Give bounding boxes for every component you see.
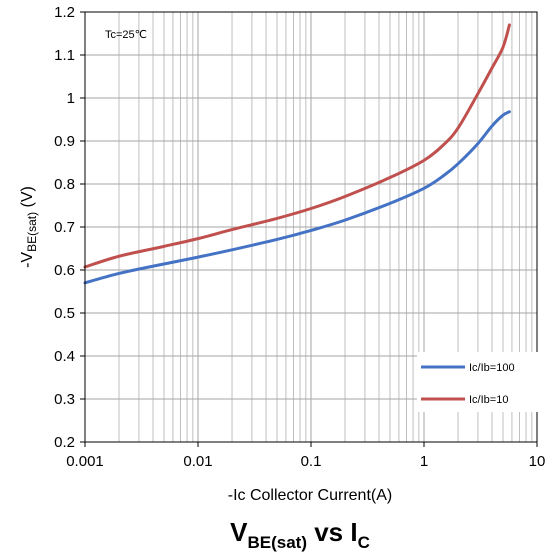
y-tick-label: 0.7: [54, 219, 75, 236]
y-tick-label: 0.5: [54, 305, 75, 322]
grid-layer: [85, 12, 537, 442]
x-tick-label: 10: [529, 453, 546, 470]
y-axis-label-unit: (V): [19, 186, 36, 212]
x-tick-label: 0.001: [66, 453, 104, 470]
tick-layer: 0.2 0.3 0.4 0.5 0.6 0.7 0.8 0.9 1 1.1 1.2 0.001 0.01…: [54, 4, 545, 470]
y-tick-label: 1: [67, 90, 75, 107]
y-tick-label: 0.9: [54, 133, 75, 150]
y-axis-label: -VBE(sat) (V): [19, 186, 39, 268]
y-tick-label: 1.2: [54, 4, 75, 21]
y-tick-label: 0.3: [54, 391, 75, 408]
x-tick-label: 0.01: [183, 453, 212, 470]
y-tick-label: 0.4: [54, 348, 75, 365]
y-axis-label-subscript: BE(sat): [25, 212, 39, 252]
y-tick-label: 0.8: [54, 176, 75, 193]
series-line-ic-ib-10: [83, 23, 511, 269]
chart-title-main-subscript: BE(sat): [247, 533, 307, 552]
legend: Ic/Ib=100 Ic/Ib=10: [417, 352, 539, 412]
series-line-ic-ib-100: [83, 110, 511, 285]
chart-title-vs-subscript: C: [358, 533, 370, 552]
legend-label-ic-ib-100: Ic/Ib=100: [469, 362, 515, 374]
chart-title-main: V: [230, 517, 248, 547]
y-tick-label: 0.2: [54, 434, 75, 451]
legend-label-ic-ib-10: Ic/Ib=10: [469, 394, 508, 406]
chart-title-vs: vs I: [307, 517, 358, 547]
y-tick-label: 0.6: [54, 262, 75, 279]
y-axis-label-main: -V: [19, 252, 36, 268]
legend-box: [417, 352, 539, 412]
x-tick-label: 1: [420, 453, 428, 470]
series-layer: [83, 23, 511, 285]
x-axis-label: -Ic Collector Current(A): [228, 487, 392, 504]
temperature-annotation: Tc=25℃: [105, 29, 147, 41]
chart-title: VBE(sat) vs IC: [230, 517, 370, 552]
x-tick-label: 0.1: [301, 453, 322, 470]
y-tick-label: 1.1: [54, 47, 75, 64]
